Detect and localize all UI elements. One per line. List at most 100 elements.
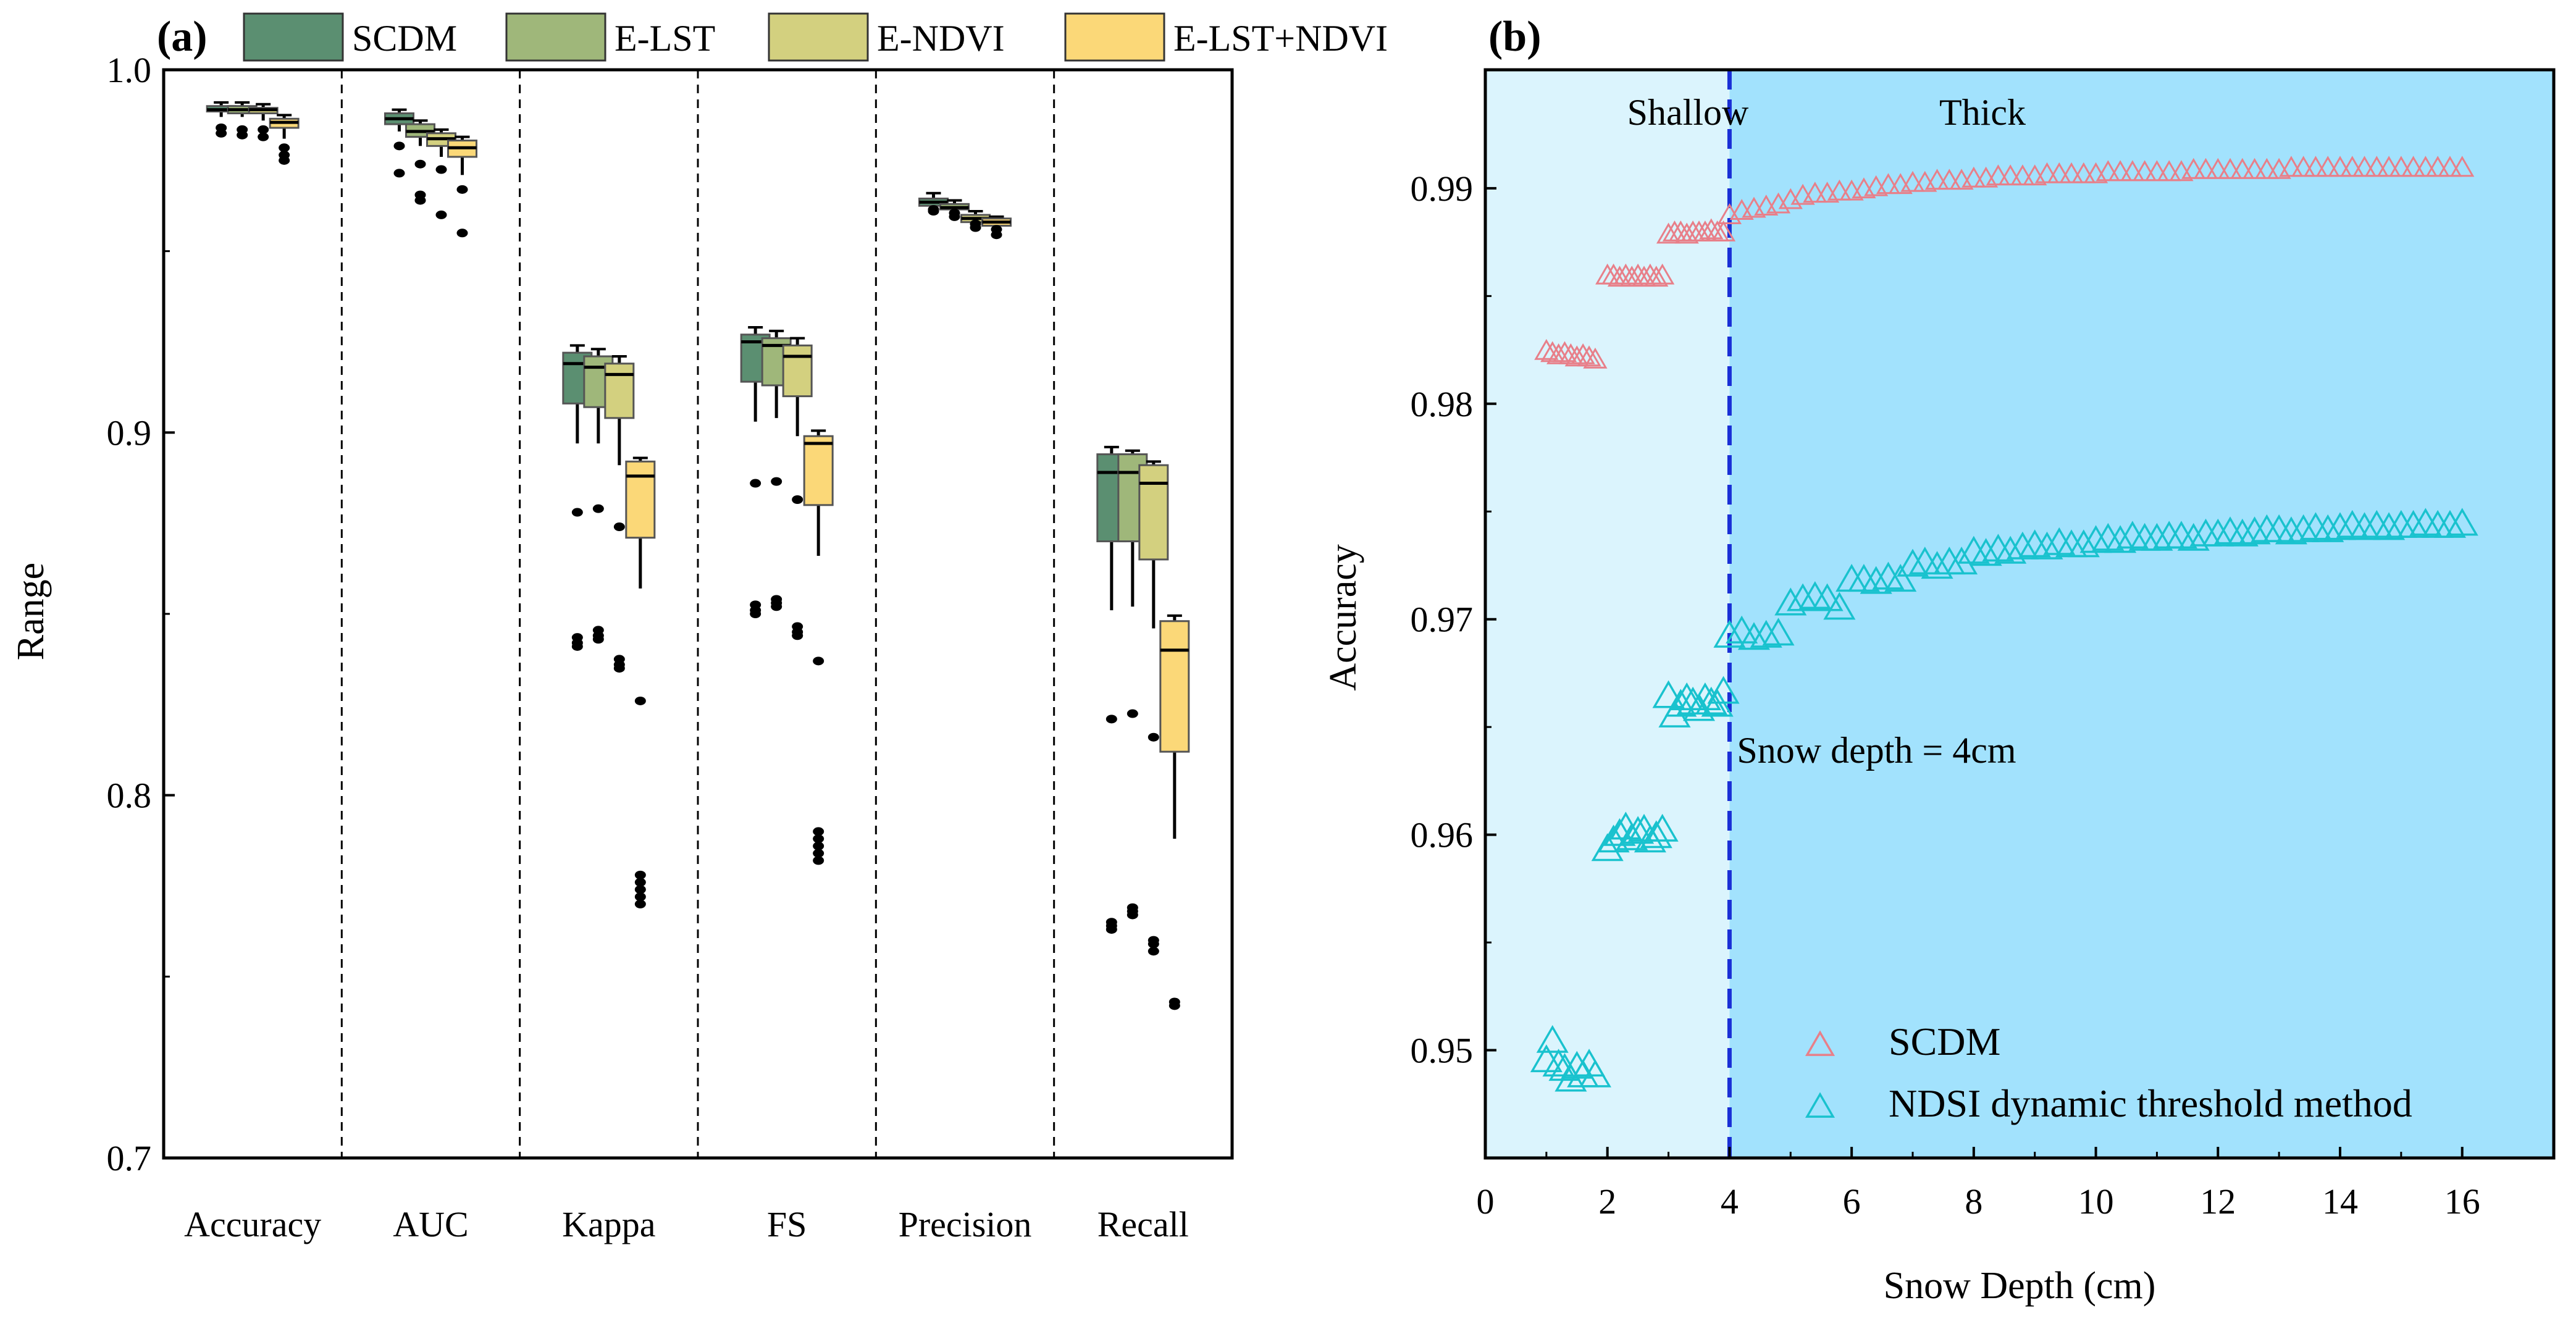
thick-region bbox=[1729, 70, 2554, 1158]
panel-b-x-label: Snow Depth (cm) bbox=[1884, 1265, 2156, 1307]
box-e-lst-ndvi-precision-outlier-1 bbox=[991, 230, 1002, 240]
point-scdm-52 bbox=[1998, 164, 2023, 186]
panel-b-legend: SCDM NDSI dynamic threshold method bbox=[1805, 1020, 2412, 1125]
box-e-lst-auc-outlier-2 bbox=[414, 196, 426, 205]
point-ndsi-dynamic-threshold-method-2 bbox=[1542, 1049, 1575, 1077]
panel-a-category-dividers bbox=[340, 70, 1055, 1158]
legend-label-ndsi-dynamic-threshold-method: NDSI dynamic threshold method bbox=[1889, 1081, 2412, 1125]
box-e-ndvi-recall bbox=[1138, 460, 1169, 956]
panel-b-y-axis: 0.95 0.96 0.97 0.98 0.99 bbox=[1411, 169, 1496, 1071]
box-e-lst-ndvi-kappa-outlier-2 bbox=[634, 878, 646, 887]
point-ndsi-dynamic-threshold-method-59 bbox=[2079, 525, 2112, 553]
panel-b-y-tick-label: 0.98 bbox=[1411, 384, 1474, 424]
shallow-region bbox=[1485, 70, 1730, 1158]
box-e-ndvi-accuracy-outlier-0 bbox=[258, 125, 269, 134]
box-scdm-precision-outlier-1 bbox=[928, 207, 939, 216]
panel-b-x-tick-label: 16 bbox=[2444, 1181, 2480, 1222]
box-e-lst-ndvi-fs-outlier-1 bbox=[813, 827, 824, 836]
box-scdm-fs-outlier-0 bbox=[750, 479, 761, 488]
box-e-ndvi-fs bbox=[782, 337, 813, 640]
panel-a-y-tick-label: 1.0 bbox=[107, 50, 152, 90]
point-scdm-25 bbox=[1693, 220, 1718, 241]
point-scdm-89 bbox=[2450, 156, 2475, 177]
point-scdm-79 bbox=[2328, 156, 2352, 177]
box-e-lst-kappa-outlier-0 bbox=[592, 504, 604, 513]
point-scdm-68 bbox=[2193, 157, 2218, 179]
point-scdm-80 bbox=[2340, 156, 2365, 177]
point-ndsi-dynamic-threshold-method-29 bbox=[1713, 619, 1746, 648]
panel-a-label: (a) bbox=[157, 13, 208, 61]
point-ndsi-dynamic-threshold-method-61 bbox=[2104, 525, 2137, 553]
box-e-lst-fs-outlier-3 bbox=[771, 602, 782, 611]
legend-swatch-e-lst bbox=[505, 12, 606, 62]
region-label-shallow: Shallow bbox=[1627, 92, 1749, 133]
point-scdm-5 bbox=[1564, 345, 1589, 367]
box-e-lst-ndvi-kappa-outlier-3 bbox=[634, 885, 646, 894]
point-scdm-4 bbox=[1558, 343, 1583, 364]
box-e-lst-ndvi-kappa-outlier-5 bbox=[634, 899, 646, 908]
point-scdm-62 bbox=[2120, 160, 2145, 182]
box-scdm-auc-outlier-1 bbox=[393, 169, 405, 178]
box-e-lst-ndvi-recall-iqr bbox=[1159, 620, 1190, 753]
point-scdm-81 bbox=[2352, 156, 2377, 177]
box-e-lst-accuracy-outlier-1 bbox=[237, 130, 248, 140]
panel-b-y-label: Accuracy bbox=[1322, 544, 1364, 691]
point-scdm-77 bbox=[2303, 156, 2328, 177]
point-scdm-18 bbox=[1650, 263, 1675, 285]
panel-b-x-tick-label: 2 bbox=[1598, 1181, 1616, 1222]
point-scdm-28 bbox=[1711, 220, 1736, 241]
legend-marker-scdm bbox=[1805, 1030, 1836, 1056]
point-scdm-2 bbox=[1546, 343, 1571, 364]
panel-a-legend: SCDM E-LST E-NDVI E-LST+NDVI bbox=[243, 12, 1388, 62]
panel-b-border bbox=[1483, 68, 2556, 1160]
panel-b-x-tick-label: 10 bbox=[2078, 1181, 2114, 1222]
point-ndsi-dynamic-threshold-method-81 bbox=[2348, 512, 2381, 540]
box-scdm-accuracy-outlier-1 bbox=[216, 128, 227, 138]
point-ndsi-dynamic-threshold-method-67 bbox=[2177, 522, 2210, 551]
legend-label-e-lst: E-LST bbox=[615, 18, 715, 59]
region-label-thick: Thick bbox=[1939, 92, 2026, 133]
point-scdm-12 bbox=[1613, 263, 1638, 285]
point-scdm-51 bbox=[1986, 164, 2010, 186]
point-scdm-14 bbox=[1626, 263, 1650, 285]
point-ndsi-dynamic-threshold-method-48 bbox=[1945, 547, 1978, 575]
point-scdm-76 bbox=[2291, 156, 2316, 177]
box-e-ndvi-accuracy bbox=[248, 103, 279, 141]
point-scdm-26 bbox=[1699, 218, 1724, 240]
point-scdm-0 bbox=[1534, 338, 1559, 360]
point-ndsi-dynamic-threshold-method-35 bbox=[1787, 583, 1819, 611]
box-e-ndvi-kappa-outlier-3 bbox=[613, 664, 625, 673]
panel-b-y-tick-label: 0.99 bbox=[1411, 169, 1474, 209]
point-scdm-84 bbox=[2389, 156, 2414, 177]
panel-b-x-tick-label: 14 bbox=[2322, 1181, 2358, 1222]
box-e-lst-ndvi-kappa-outlier-1 bbox=[634, 870, 646, 879]
point-ndsi-dynamic-threshold-method-52 bbox=[1994, 535, 2027, 564]
box-e-ndvi-fs-outlier-3 bbox=[792, 631, 803, 640]
point-scdm-60 bbox=[2096, 160, 2120, 182]
point-scdm-36 bbox=[1803, 182, 1827, 203]
panel-a-boxplot: 0.7 0.8 0.9 1.0 Accuracy AUC Kappa FS Precision… bbox=[10, 12, 1388, 1244]
legend-marker-ndsi-dynamic-threshold-method bbox=[1805, 1092, 1836, 1118]
box-e-ndvi-kappa bbox=[604, 354, 635, 673]
point-ndsi-dynamic-threshold-method-64 bbox=[2141, 522, 2173, 551]
point-scdm-13 bbox=[1619, 266, 1644, 287]
point-ndsi-dynamic-threshold-method-22 bbox=[1671, 682, 1703, 710]
point-ndsi-dynamic-threshold-method-75 bbox=[2275, 516, 2307, 545]
point-ndsi-dynamic-threshold-method-38 bbox=[1823, 592, 1856, 620]
point-ndsi-dynamic-threshold-method-43 bbox=[1884, 564, 1917, 592]
box-scdm-auc-outlier-0 bbox=[393, 141, 405, 151]
point-ndsi-dynamic-threshold-method-72 bbox=[2238, 516, 2271, 545]
point-scdm-38 bbox=[1827, 179, 1852, 201]
panel-a-x-tick-label-fs: FS bbox=[767, 1204, 807, 1244]
divider-annotation: Snow depth = 4cm bbox=[1737, 730, 2016, 771]
box-e-lst-ndvi-fs-outlier-5 bbox=[813, 856, 824, 865]
panel-b-x-tick-label: 0 bbox=[1477, 1181, 1495, 1222]
point-scdm-1 bbox=[1540, 341, 1565, 363]
point-ndsi-dynamic-threshold-method-53 bbox=[2006, 531, 2039, 560]
point-scdm-87 bbox=[2425, 156, 2450, 177]
box-e-lst-ndvi-auc-outlier-1 bbox=[456, 229, 468, 238]
box-e-lst-ndvi-accuracy-outlier-2 bbox=[279, 156, 290, 165]
panel-a-y-axis: 0.7 0.8 0.9 1.0 bbox=[107, 50, 175, 1178]
point-scdm-47 bbox=[1937, 169, 1961, 190]
